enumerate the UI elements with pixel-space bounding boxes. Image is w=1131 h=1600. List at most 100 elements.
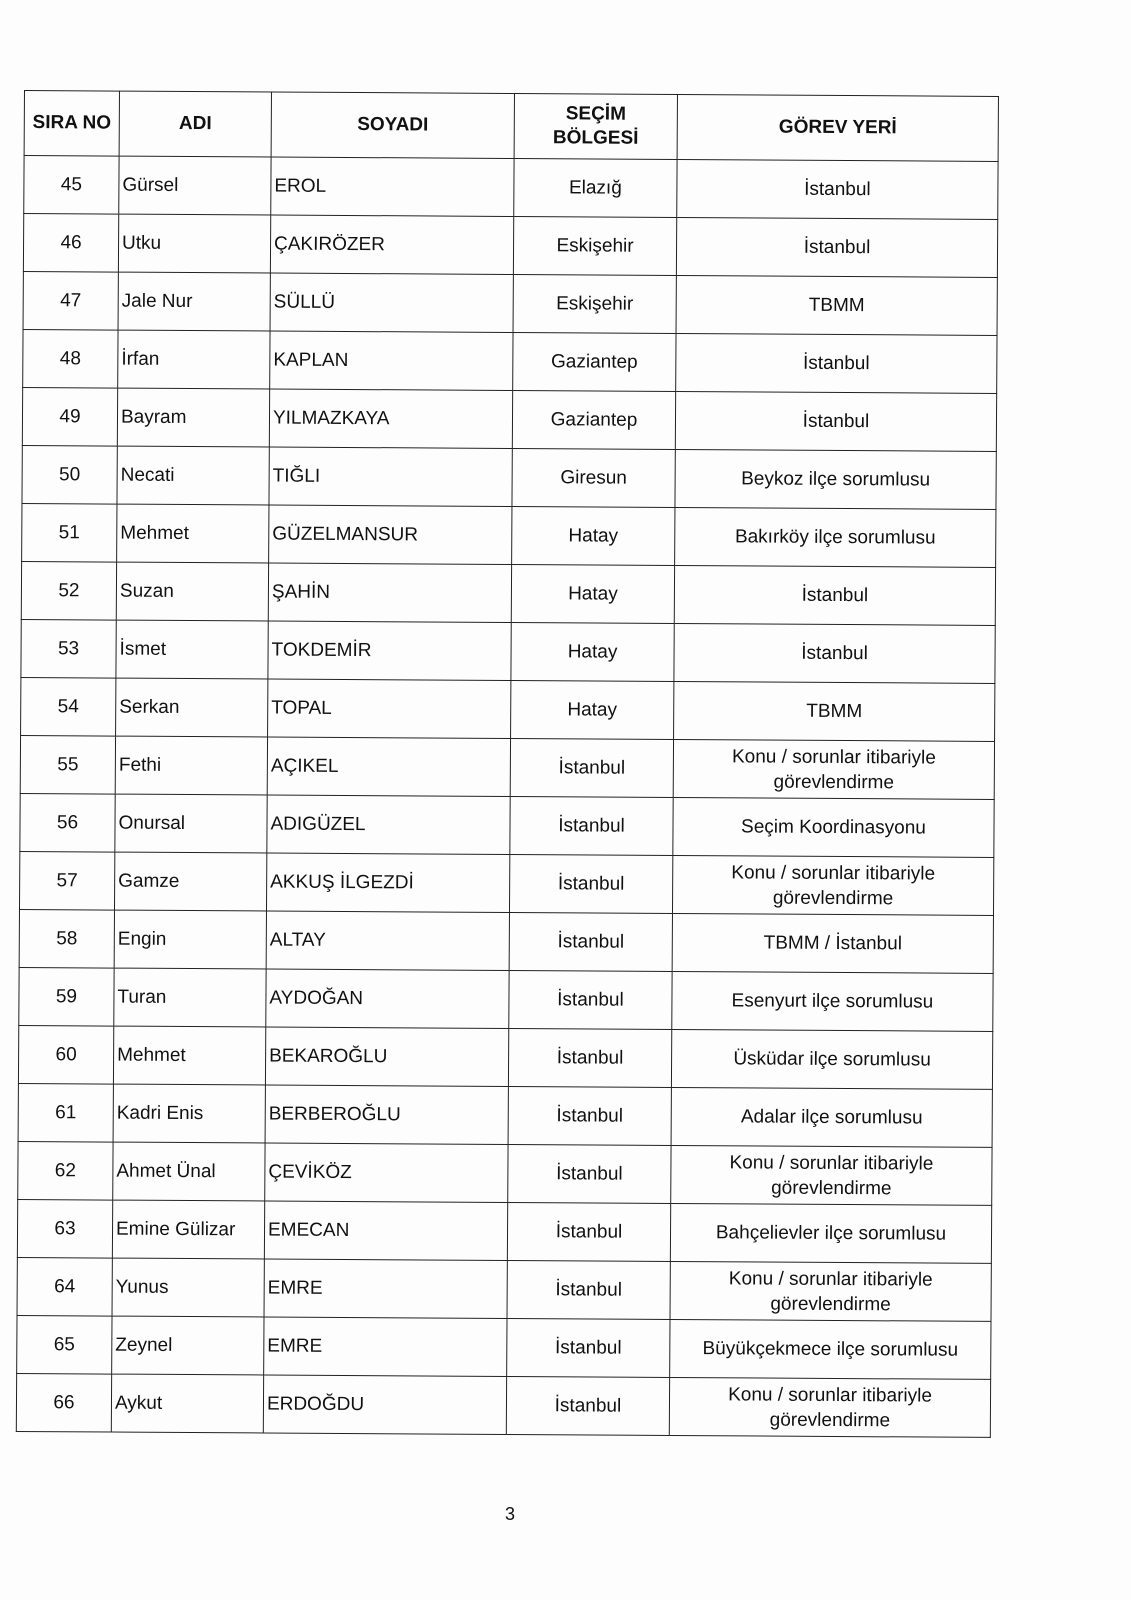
cell-secim-bolgesi: Elazığ [513,158,678,218]
cell-gorev-yeri: TBMM [676,275,998,336]
cell-secim-bolgesi: Hatay [511,564,675,624]
table-row: 64 Yunus EMRE İstanbul Konu / sorunlar itiba… [17,1257,992,1322]
cell-sira-no: 62 [17,1141,114,1201]
cell-adi: Turan [113,968,267,1027]
cell-secim-bolgesi: Eskişehir [513,274,677,334]
header-adi: ADI [119,91,272,158]
table-row: 62 Ahmet Ünal ÇEVİKÖZ İstanbul Konu / sorunl… [17,1141,993,1206]
cell-sira-no: 52 [21,561,117,621]
cell-adi: İrfan [117,330,271,390]
header-gorev-yeri: GÖREV YERİ [677,94,999,162]
table-row: 46 Utku ÇAKIRÖZER Eskişehir İstanbul [23,213,998,278]
cell-gorev-yeri: İstanbul [676,217,998,278]
cell-adi: Yunus [112,1258,265,1317]
cell-secim-bolgesi: İstanbul [508,1028,672,1088]
cell-adi: Jale Nur [118,272,271,332]
cell-gorev-yeri: Seçim Koordinasyonu [672,797,995,858]
cell-sira-no: 45 [23,155,120,215]
cell-soyadi: BERBEROĞLU [265,1084,509,1145]
cell-sira-no: 66 [16,1373,112,1433]
cell-secim-bolgesi: İstanbul [509,796,674,856]
cell-gorev-yeri: İstanbul [674,565,996,626]
cell-gorev-yeri: TBMM / İstanbul [672,913,994,974]
cell-soyadi: EMRE [263,1316,508,1377]
cell-sira-no: 59 [18,967,115,1027]
table-row: 54 Serkan TOPAL Hatay TBMM [20,677,995,742]
table-row: 51 Mehmet GÜZELMANSUR Hatay Bakırköy ilçe so… [21,503,996,568]
cell-gorev-yeri: Konu / sorunlar itibariyle görevlendirme [670,1261,992,1322]
table-row: 66 Aykut ERDOĞDU İstanbul Konu / sorunlar it… [16,1373,991,1438]
cell-soyadi: KAPLAN [269,331,514,391]
cell-gorev-yeri: Konu / sorunlar itibariyle görevlendirme [672,855,994,916]
cell-secim-bolgesi: İstanbul [507,1144,672,1204]
cell-sira-no: 55 [20,735,116,795]
table-row: 65 Zeynel EMRE İstanbul Büyükçekmece ilçe so… [16,1315,991,1380]
cell-sira-no: 61 [18,1083,114,1143]
cell-gorev-yeri: Konu / sorunlar itibariyle görevlendirme [669,1377,991,1438]
cell-adi: Kadri Enis [113,1084,266,1143]
table-row: 49 Bayram YILMAZKAYA Gaziantep İstanbul [22,387,997,452]
cell-soyadi: BEKAROĞLU [265,1026,509,1087]
cell-adi: Bayram [117,388,270,448]
cell-secim-bolgesi: Gaziantep [512,390,676,450]
assignment-table: SIRA NO ADI SOYADI SEÇİM BÖLGESİ GÖREV Y… [16,90,999,1438]
table-row: 60 Mehmet BEKAROĞLU İstanbul Üsküdar ilçe so… [18,1025,993,1090]
cell-soyadi: ERDOĞDU [263,1374,507,1435]
cell-soyadi: TOKDEMİR [267,621,512,681]
page-number: 3 [505,1504,516,1524]
cell-secim-bolgesi: İstanbul [507,1260,671,1320]
cell-adi: Utku [118,214,271,274]
cell-secim-bolgesi: Gaziantep [512,332,677,392]
cell-adi: Serkan [115,678,268,737]
table-row: 53 İsmet TOKDEMİR Hatay İstanbul [20,619,996,684]
cell-gorev-yeri: Konu / sorunlar itibariyle görevlendirme [670,1145,993,1206]
cell-soyadi: YILMAZKAYA [269,389,513,449]
cell-sira-no: 65 [16,1315,113,1375]
table-row: 48 İrfan KAPLAN Gaziantep İstanbul [22,329,998,394]
table-row: 45 Gürsel EROL Elazığ İstanbul [23,155,999,220]
cell-soyadi: GÜZELMANSUR [268,505,512,565]
cell-secim-bolgesi: İstanbul [506,1318,671,1378]
cell-gorev-yeri: İstanbul [676,159,999,220]
cell-secim-bolgesi: Hatay [510,680,674,740]
cell-secim-bolgesi: İstanbul [509,854,673,914]
cell-secim-bolgesi: Hatay [510,622,675,682]
cell-gorev-yeri: İstanbul [673,623,996,684]
cell-soyadi: ÇEVİKÖZ [264,1142,509,1203]
table-row: 55 Fethi AÇIKEL İstanbul Konu / sorunlar iti… [20,735,995,800]
cell-secim-bolgesi: Hatay [511,506,675,566]
cell-adi: Zeynel [111,1316,265,1375]
cell-adi: Fethi [115,736,268,795]
header-soyadi: SOYADI [271,92,515,159]
cell-sira-no: 47 [23,271,119,331]
cell-gorev-yeri: Adalar ilçe sorumlusu [671,1087,993,1148]
cell-secim-bolgesi: İstanbul [509,912,673,972]
cell-adi: Aykut [111,1374,264,1433]
cell-gorev-yeri: Bakırköy ilçe sorumlusu [674,507,996,568]
table-row: 47 Jale Nur SÜLLÜ Eskişehir TBMM [23,271,998,336]
table-row: 59 Turan AYDOĞAN İstanbul Esenyurt ilçe soru… [18,967,994,1032]
cell-gorev-yeri: TBMM [673,681,995,742]
table-row: 57 Gamze AKKUŞ İLGEZDİ İstanbul Konu / sorun… [19,851,994,916]
cell-soyadi: TOPAL [267,679,511,739]
cell-soyadi: ADIGÜZEL [266,794,511,855]
cell-sira-no: 49 [22,387,118,447]
cell-adi: Necati [116,446,270,506]
cell-adi: Suzan [116,562,269,622]
cell-soyadi: TIĞLI [268,447,513,507]
cell-secim-bolgesi: İstanbul [507,1202,671,1262]
cell-gorev-yeri: Büyükçekmece ilçe sorumlusu [669,1319,991,1380]
table-row: 50 Necati TIĞLI Giresun Beykoz ilçe sorumlus… [21,445,997,510]
cell-sira-no: 58 [19,909,115,969]
cell-soyadi: EMRE [264,1258,508,1319]
cell-soyadi: AYDOĞAN [265,968,510,1029]
cell-gorev-yeri: Bahçelievler ilçe sorumlusu [670,1203,992,1264]
header-secim-bolgesi: SEÇİM BÖLGESİ [514,93,678,160]
header-sira-no: SIRA NO [24,90,120,157]
cell-adi: Ahmet Ünal [112,1142,266,1201]
cell-secim-bolgesi: İstanbul [508,970,673,1030]
cell-sira-no: 54 [20,677,116,737]
header-row: SIRA NO ADI SOYADI SEÇİM BÖLGESİ GÖREV Y… [24,90,999,162]
cell-gorev-yeri: İstanbul [675,391,997,452]
cell-sira-no: 57 [19,851,115,911]
